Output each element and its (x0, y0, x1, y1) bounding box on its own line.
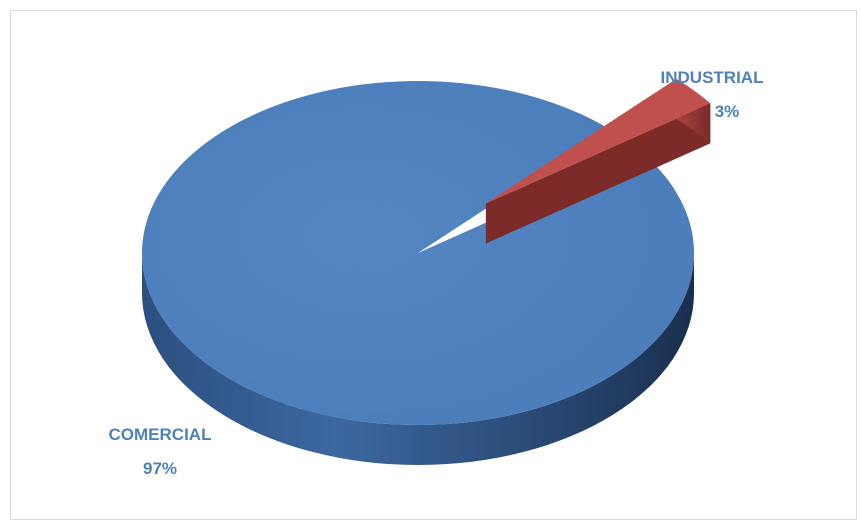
slice-side-comercial (142, 253, 694, 465)
slice-comercial (141, 80, 694, 425)
slice-cut-industrial (485, 103, 711, 244)
slice-industrial (485, 78, 711, 204)
slice-label-comercial: COMERCIAL (109, 425, 212, 444)
slice-value-comercial: 97% (143, 459, 177, 478)
slice-value-industrial: 3% (715, 102, 740, 121)
slice-label-industrial: INDUSTRIAL (661, 68, 764, 87)
